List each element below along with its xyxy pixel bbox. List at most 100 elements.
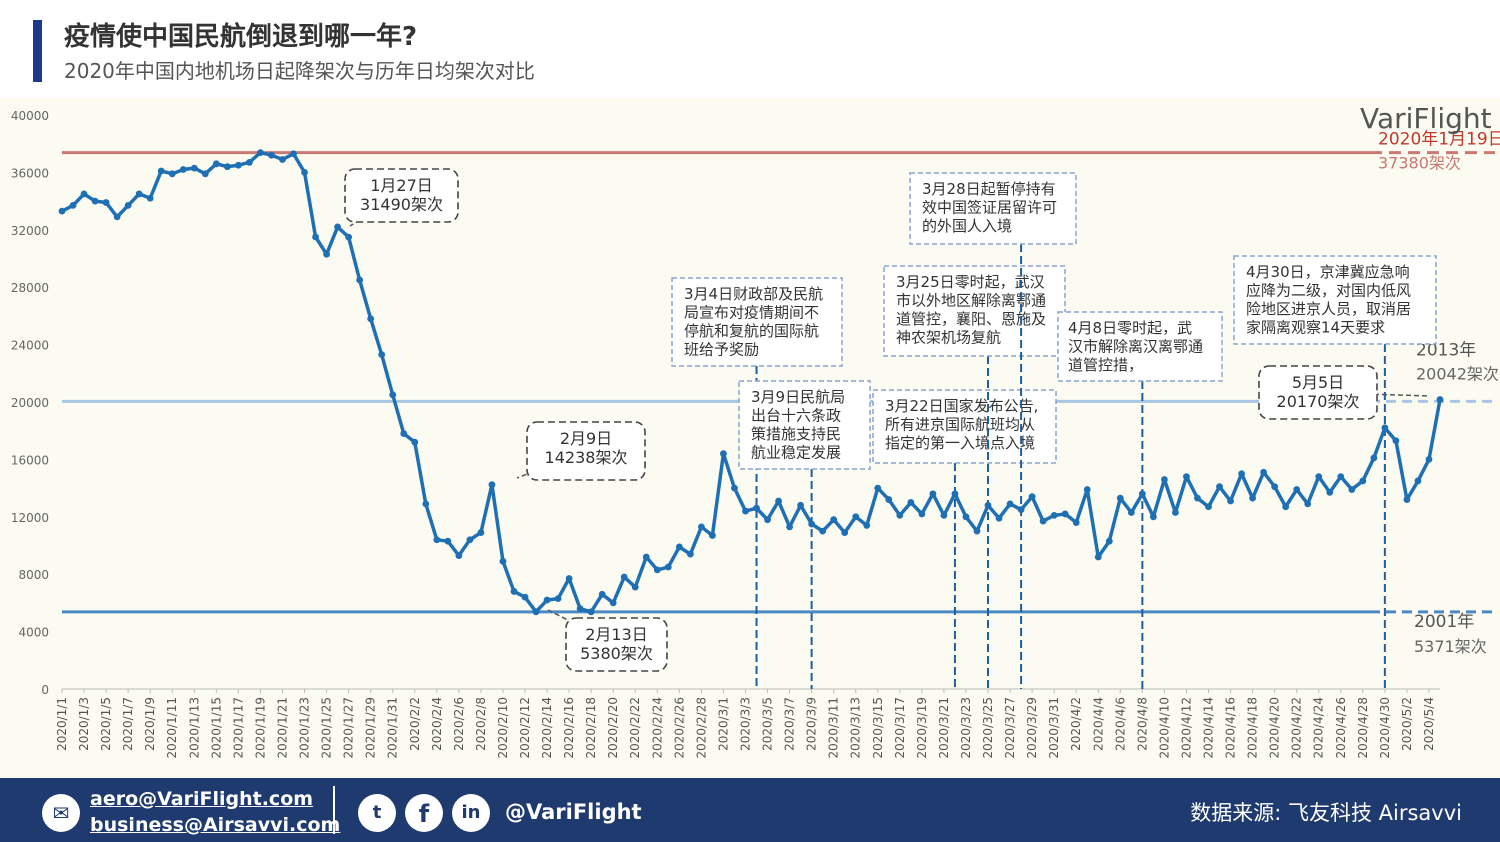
data-point: [234, 161, 242, 169]
y-tick-label: 24000: [11, 339, 49, 353]
y-tick-label: 32000: [11, 224, 49, 238]
data-point: [1337, 473, 1345, 481]
x-tick-label: 2020/3/23: [959, 697, 973, 759]
x-tick-label: 2020/2/4: [430, 697, 444, 751]
x-tick-label: 2020/3/21: [937, 697, 951, 759]
x-tick-label: 2020/2/14: [540, 697, 554, 759]
data-point: [1238, 470, 1245, 478]
x-tick-label: 2020/1/13: [187, 697, 201, 759]
facebook-icon[interactable]: f: [405, 794, 443, 832]
data-point: [587, 608, 595, 616]
x-tick-label: 2020/2/12: [518, 697, 532, 759]
x-tick-label: 2020/1/31: [386, 697, 400, 759]
x-tick-label: 2020/3/25: [981, 697, 995, 759]
header: 疫情使中国民航倒退到哪一年? 2020年中国内地机场日起降架次与历年日均架次对比: [0, 0, 1500, 98]
x-tick-label: 2020/4/26: [1334, 697, 1348, 759]
data-point: [653, 566, 661, 574]
data-point: [1083, 486, 1091, 493]
data-point: [1094, 553, 1102, 561]
data-point: [697, 523, 705, 531]
data-point: [576, 605, 584, 613]
callout-box: [565, 617, 668, 672]
x-tick-label: 2020/1/23: [298, 697, 312, 759]
x-tick-label: 2020/1/11: [165, 697, 179, 759]
event-annotation-box: [1233, 255, 1437, 345]
data-point: [940, 511, 948, 519]
data-point: [80, 190, 88, 198]
data-point: [1072, 519, 1080, 526]
data-point: [268, 151, 275, 159]
footer: ✉ aero@VariFlight.com business@Airsavvi.…: [0, 778, 1500, 842]
data-point: [973, 527, 981, 535]
x-tick-label: 2020/1/15: [209, 697, 223, 759]
data-point: [554, 595, 562, 602]
x-tick-label: 2020/1/1: [55, 697, 69, 751]
x-tick-label: 2020/4/20: [1268, 697, 1282, 759]
data-point: [135, 190, 143, 198]
event-annotation-text: 停航和复航的国际航: [684, 322, 819, 340]
x-tick-label: 2020/4/4: [1091, 697, 1105, 751]
x-tick-label: 2020/5/4: [1422, 697, 1436, 751]
data-point: [1161, 476, 1168, 483]
data-source: 数据来源: 飞友科技 Airsavvi: [1190, 801, 1462, 825]
event-annotation-text: 汉市解除离汉离鄂通: [1068, 338, 1203, 356]
email-link-aero[interactable]: aero@VariFlight.com: [90, 788, 314, 810]
callout-box: [344, 168, 459, 223]
callout-text: 5月5日: [1292, 373, 1344, 392]
callout-box: [1258, 365, 1378, 420]
data-point: [1183, 473, 1190, 481]
event-annotation-text: 3月9日民航局: [751, 388, 845, 406]
data-point: [411, 438, 419, 446]
data-point: [543, 596, 551, 604]
x-tick-label: 2020/4/12: [1179, 697, 1193, 759]
mail-icon[interactable]: ✉: [42, 794, 80, 832]
data-point: [1403, 496, 1411, 503]
data-point: [709, 532, 716, 539]
x-tick-label: 2020/2/6: [452, 697, 466, 751]
data-point: [742, 507, 749, 515]
event-annotation-box: [738, 380, 871, 470]
event-annotation-text: 班给予奖励: [684, 341, 759, 359]
event-annotation-text: 3月25日零时起，武汉: [896, 273, 1045, 291]
y-tick-label: 8000: [18, 568, 49, 582]
data-point: [1006, 500, 1014, 508]
x-tick-label: 2020/3/27: [1003, 697, 1017, 759]
twitter-icon[interactable]: t: [358, 794, 396, 832]
event-annotation-text: 3月22日国家发布公告,: [885, 397, 1038, 415]
x-tick-label: 2020/2/2: [408, 697, 422, 751]
data-point: [312, 233, 319, 241]
y-tick-label: 20000: [11, 396, 49, 410]
data-point: [951, 490, 959, 498]
data-point: [995, 514, 1003, 522]
data-point: [1359, 477, 1367, 485]
email-link-business[interactable]: business@Airsavvi.com: [90, 814, 341, 836]
data-point: [378, 351, 386, 359]
social-handle[interactable]: @VariFlight: [505, 800, 642, 824]
event-annotation-text: 险地区进京人员，取消居: [1246, 300, 1411, 318]
data-point: [1271, 483, 1279, 491]
event-annotation-text: 航业稳定发展: [751, 444, 841, 462]
data-point: [1028, 493, 1036, 501]
event-annotation-box: [872, 389, 1057, 464]
data-point: [1260, 468, 1268, 476]
x-tick-label: 2020/5/2: [1400, 697, 1414, 751]
linkedin-icon[interactable]: in: [452, 794, 490, 832]
data-point: [455, 552, 463, 559]
event-annotation-text: 策措施支持民: [751, 425, 841, 443]
reference-line-label: 2013年: [1416, 340, 1476, 360]
data-point: [1293, 486, 1301, 493]
x-tick-label: 2020/3/29: [1025, 697, 1039, 759]
x-tick-label: 2020/1/25: [320, 697, 334, 759]
data-point: [929, 490, 937, 498]
reference-line-label: 2020年1月19日: [1378, 130, 1500, 150]
data-point: [389, 391, 397, 399]
event-annotation-text: 应降为二级，对国内低风: [1246, 282, 1411, 300]
data-point: [984, 501, 992, 509]
data-point: [830, 516, 838, 524]
data-point: [521, 593, 529, 601]
x-tick-label: 2020/2/8: [474, 697, 488, 751]
data-point: [819, 527, 827, 535]
data-point: [246, 158, 253, 166]
data-point: [58, 207, 66, 215]
x-tick-label: 2020/3/7: [783, 697, 797, 751]
